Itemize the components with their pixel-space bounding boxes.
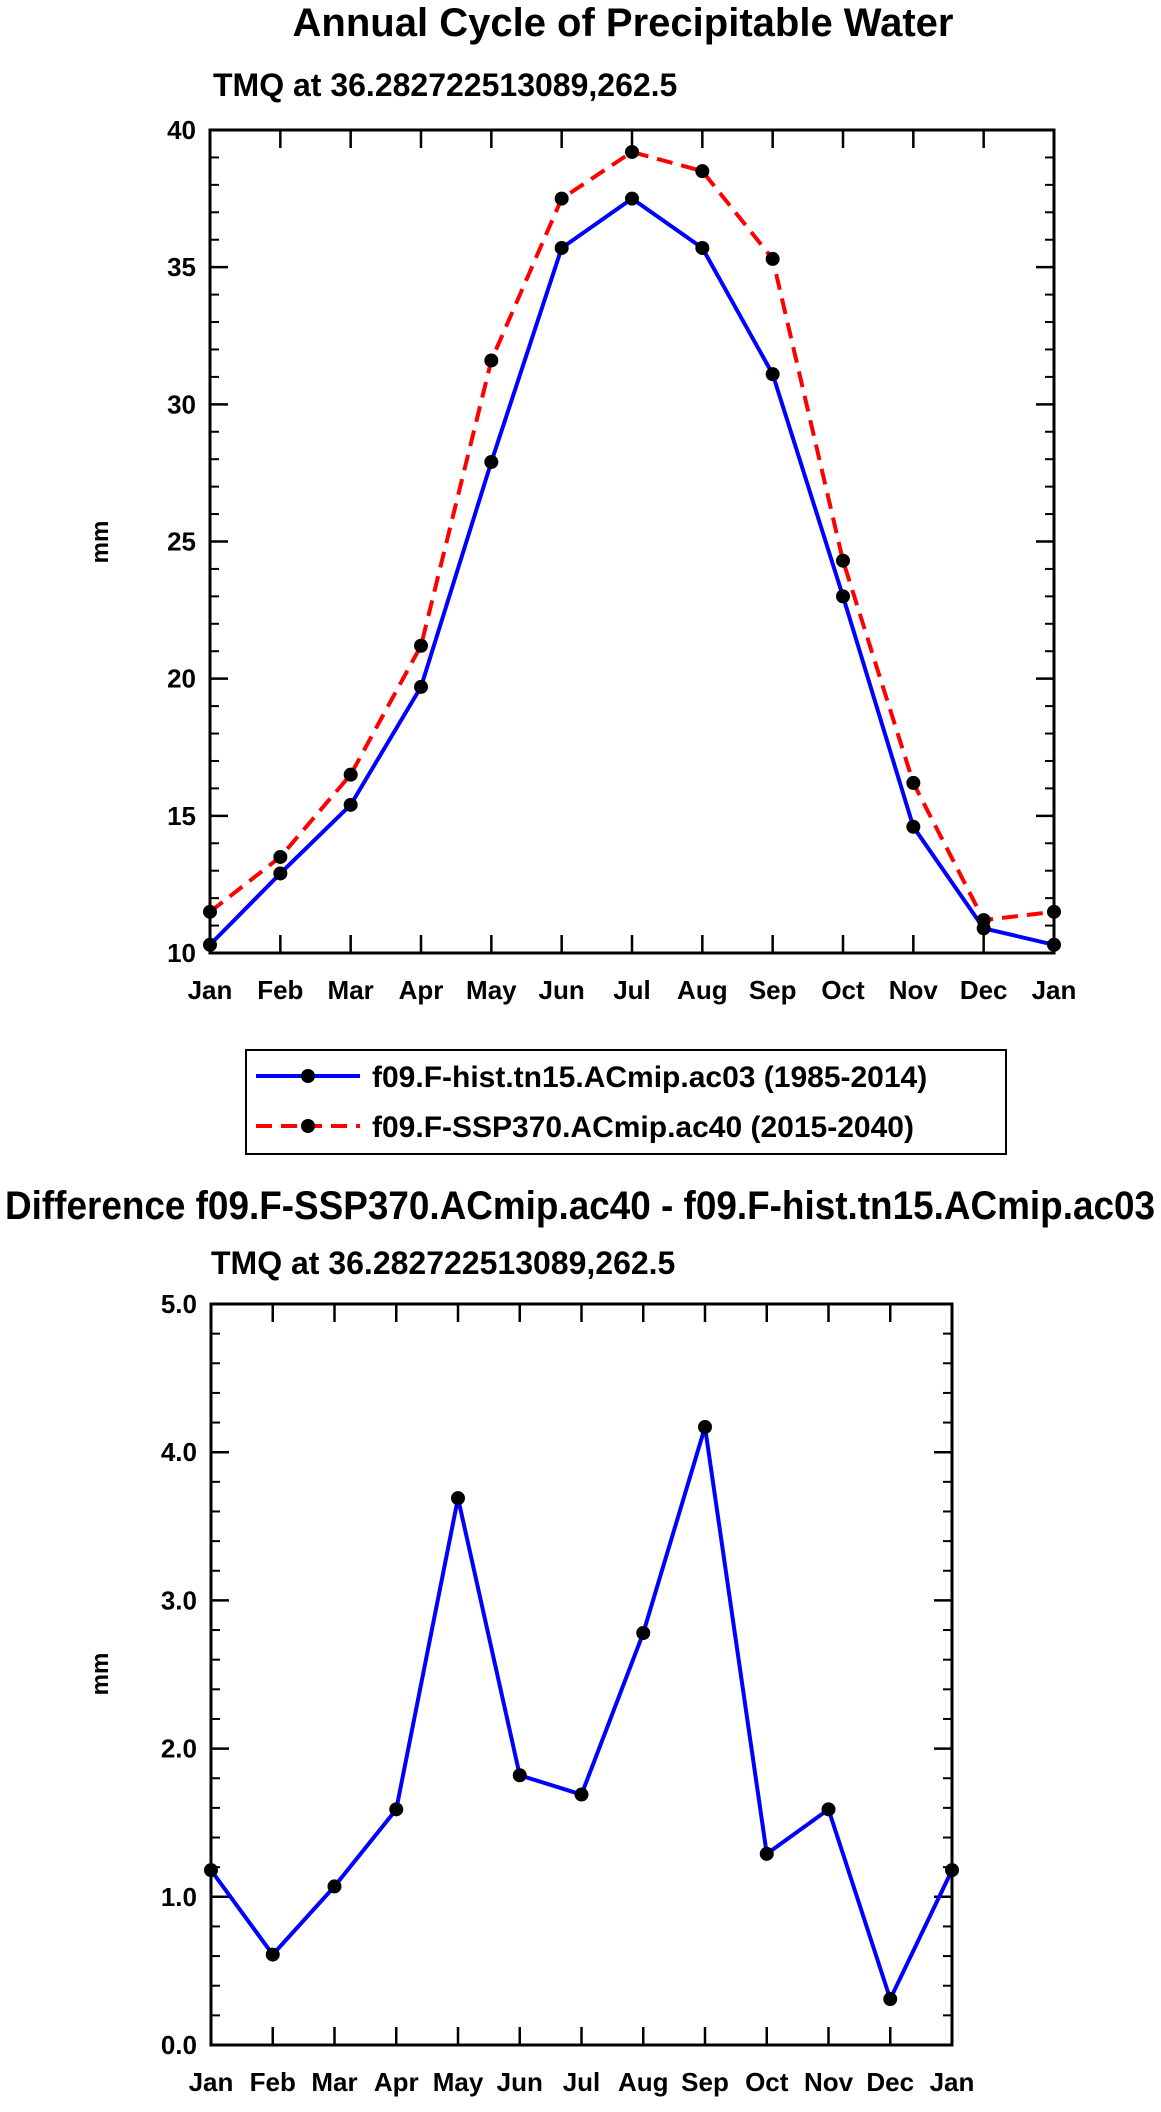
legend-hist-label: f09.F-hist.tn15.ACmip.ac03 (1985-2014): [372, 1061, 927, 1094]
series-0-point-sep: [698, 1420, 712, 1435]
chart1-legend: f09.F-hist.tn15.ACmip.ac03 (1985-2014) f…: [245, 1049, 1007, 1155]
x-tick-label: Oct: [821, 975, 865, 1005]
x-tick-label: Mar: [311, 2067, 357, 2097]
x-tick-label: Jan: [189, 2067, 234, 2097]
series-1-point-mar: [343, 767, 358, 782]
chart1-title: Annual Cycle of Precipitable Water: [293, 1, 954, 45]
chart2-y-tick-labels: 0.0 1.0 2.0 3.0 4.0 5.0: [161, 1289, 197, 2060]
series-1-point-feb: [273, 849, 288, 864]
series-0-point-apr: [414, 679, 428, 694]
series-0-point-dec: [883, 1992, 898, 2007]
series-line-0: [208, 196, 1055, 947]
legend-ssp-label: f09.F-SSP370.ACmip.ac40 (2015-2040): [372, 1111, 914, 1144]
series-0-point-oct: [836, 589, 850, 604]
series-line-0: [209, 1425, 954, 2002]
series-0-point-may: [484, 454, 499, 469]
series-0-point-mar: [343, 797, 358, 812]
series-0-point-feb: [265, 1947, 280, 1962]
x-tick-label: Aug: [677, 975, 728, 1005]
chart2-series: [204, 1420, 959, 2007]
x-tick-label: Apr: [374, 2067, 419, 2097]
series-0-point-nov: [906, 819, 921, 834]
chart2-title: Difference f09.F-SSP370.ACmip.ac40 - f09…: [5, 1184, 1155, 1228]
series-line-1: [208, 149, 1055, 923]
series-0-point-sep: [765, 367, 780, 382]
x-tick-label: May: [466, 975, 517, 1005]
y-tick-label: 1.0: [161, 1882, 197, 1912]
x-tick-label: Sep: [681, 2067, 729, 2097]
y-tick-label: 3.0: [161, 1585, 197, 1615]
x-tick-label: Aug: [618, 2067, 669, 2097]
x-tick-label: Dec: [866, 2067, 914, 2097]
y-tick-label: 5.0: [161, 1289, 197, 1319]
series-0-point-aug: [636, 1626, 651, 1641]
chart1-series: [203, 144, 1061, 952]
y-tick-label: 30: [167, 389, 196, 419]
series-1-point-dec: [976, 913, 991, 928]
chart1-subtitle: TMQ at 36.282722513089,262.5: [213, 67, 677, 103]
series-1-point-jul: [625, 144, 639, 159]
y-tick-label: 35: [167, 252, 196, 282]
x-tick-label: Jan: [1032, 975, 1077, 1005]
x-tick-label: Apr: [399, 975, 444, 1005]
x-tick-label: Feb: [250, 2067, 296, 2097]
series-0-point-jun: [512, 1768, 527, 1783]
y-tick-label: 0.0: [161, 2030, 197, 2060]
y-tick-label: 2.0: [161, 1734, 197, 1764]
series-0-point-jun: [554, 240, 569, 255]
y-tick-label: 25: [167, 527, 196, 557]
chart2-ticks: [209, 1302, 954, 2047]
series-0-point-nov: [821, 1802, 836, 1817]
series-0-point-may: [451, 1491, 465, 1506]
chart1-ticks: [208, 128, 1056, 955]
x-tick-label: Jan: [188, 975, 233, 1005]
x-tick-label: Jun: [497, 2067, 543, 2097]
series-1-point-sep: [765, 251, 780, 266]
series-0-point-jul: [574, 1787, 589, 1802]
x-tick-label: Feb: [257, 975, 303, 1005]
x-tick-label: Jul: [613, 975, 651, 1005]
chart1-x-tick-labels: Jan Feb Mar Apr May Jun Jul Aug Sep Oct Nov Dec Jan: [188, 975, 1077, 1005]
y-tick-label: 20: [167, 664, 196, 694]
chart2-subtitle: TMQ at 36.282722513089,262.5: [211, 1245, 675, 1281]
x-tick-label: May: [433, 2067, 484, 2097]
series-0-point-feb: [273, 866, 288, 881]
chart2-y-axis-label: mm: [87, 1653, 114, 1696]
series-1-point-aug: [695, 164, 710, 179]
series-1-point-jun: [554, 191, 569, 206]
y-tick-label: 4.0: [161, 1437, 197, 1467]
series-0-point-apr: [389, 1802, 404, 1817]
x-tick-label: Jan: [930, 2067, 975, 2097]
series-0-point-mar: [327, 1879, 342, 1894]
legend-box: [245, 1049, 1007, 1155]
x-tick-label: Sep: [749, 975, 797, 1005]
series-0-point-jul: [625, 191, 639, 206]
x-tick-label: Dec: [960, 975, 1008, 1005]
y-tick-label: 15: [167, 801, 196, 831]
chart2-x-tick-labels: Jan Feb Mar Apr May Jun Jul Aug Sep Oct Nov Dec Jan: [189, 2067, 975, 2097]
series-1-point-apr: [414, 638, 428, 653]
chart1-plot-frame: [208, 128, 1056, 955]
series-0-point-aug: [695, 240, 710, 255]
y-tick-label: 40: [167, 115, 196, 145]
x-tick-label: Nov: [804, 2067, 854, 2097]
legend-hist-marker: [301, 1069, 315, 1083]
x-tick-label: Oct: [745, 2067, 789, 2097]
x-tick-label: Jun: [539, 975, 585, 1005]
chart1-y-tick-labels: 10 15 20 25 30 35 40: [167, 115, 196, 968]
x-tick-label: Jul: [563, 2067, 601, 2097]
y-tick-label: 10: [167, 938, 196, 968]
legend-ssp-marker: [301, 1119, 315, 1133]
chart1-y-axis-label: mm: [87, 521, 114, 564]
series-1-point-may: [484, 353, 499, 368]
series-1-point-nov: [906, 775, 921, 790]
x-tick-label: Nov: [889, 975, 939, 1005]
series-1-point-oct: [836, 553, 850, 568]
chart2-plot-frame: [209, 1302, 954, 2047]
series-0-point-oct: [759, 1846, 774, 1861]
x-tick-label: Mar: [328, 975, 374, 1005]
